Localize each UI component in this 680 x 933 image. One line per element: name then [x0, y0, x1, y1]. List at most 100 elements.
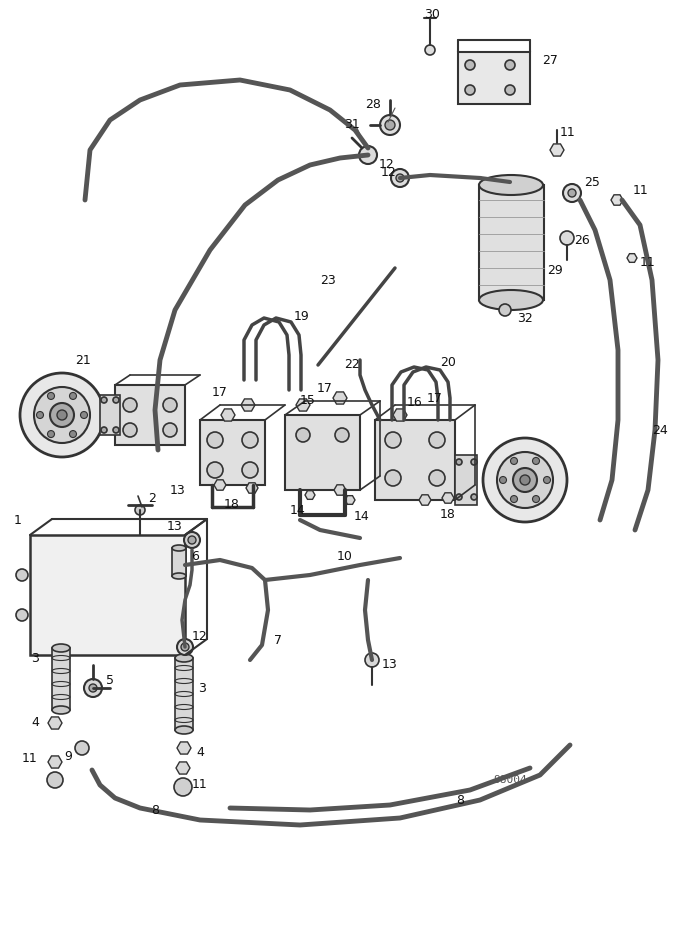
- Circle shape: [532, 457, 539, 465]
- Circle shape: [520, 475, 530, 485]
- Circle shape: [500, 477, 507, 483]
- Text: 3: 3: [198, 681, 206, 694]
- Circle shape: [242, 462, 258, 478]
- Circle shape: [89, 684, 97, 692]
- Text: 3: 3: [31, 651, 39, 664]
- Ellipse shape: [479, 175, 543, 195]
- Text: 31: 31: [344, 118, 360, 132]
- Circle shape: [207, 462, 223, 478]
- Text: 17: 17: [317, 382, 333, 395]
- Circle shape: [113, 427, 119, 433]
- Circle shape: [568, 189, 576, 197]
- Circle shape: [543, 477, 551, 483]
- Bar: [52, 648, 70, 710]
- Circle shape: [123, 423, 137, 437]
- Circle shape: [359, 146, 377, 164]
- Bar: [455, 455, 477, 505]
- Text: 8: 8: [151, 803, 159, 816]
- Circle shape: [101, 397, 107, 403]
- Bar: [172, 548, 186, 576]
- Circle shape: [465, 60, 475, 70]
- Circle shape: [385, 432, 401, 448]
- Circle shape: [513, 468, 537, 492]
- Text: 17: 17: [212, 386, 228, 399]
- Circle shape: [16, 609, 28, 621]
- Text: 6: 6: [191, 550, 199, 563]
- Text: 12: 12: [379, 159, 395, 172]
- Text: 28: 28: [365, 99, 381, 112]
- Text: 15: 15: [300, 394, 316, 407]
- Text: 22: 22: [344, 358, 360, 371]
- Circle shape: [48, 430, 54, 438]
- Text: 4: 4: [31, 717, 39, 730]
- Ellipse shape: [175, 726, 193, 734]
- Text: 21: 21: [75, 354, 91, 367]
- Circle shape: [532, 495, 539, 503]
- Bar: [100, 395, 120, 435]
- Bar: [115, 385, 185, 445]
- Circle shape: [69, 430, 76, 438]
- Text: 20: 20: [440, 355, 456, 369]
- Circle shape: [365, 653, 379, 667]
- Circle shape: [425, 45, 435, 55]
- Bar: [30, 535, 185, 655]
- Circle shape: [113, 397, 119, 403]
- Text: 2: 2: [148, 492, 156, 505]
- Circle shape: [429, 432, 445, 448]
- Circle shape: [84, 679, 102, 697]
- Circle shape: [511, 457, 517, 465]
- Text: 18: 18: [440, 508, 456, 521]
- Text: 19: 19: [294, 310, 310, 323]
- Circle shape: [163, 423, 177, 437]
- Text: 23: 23: [320, 273, 336, 286]
- Circle shape: [391, 169, 409, 187]
- Circle shape: [456, 459, 462, 465]
- Text: 11: 11: [640, 256, 656, 269]
- Circle shape: [207, 432, 223, 448]
- Text: 1: 1: [14, 513, 22, 526]
- Text: 13: 13: [167, 520, 183, 533]
- Circle shape: [560, 231, 574, 245]
- Text: 18: 18: [224, 498, 240, 511]
- Text: 5: 5: [106, 674, 114, 687]
- Text: 29: 29: [547, 263, 563, 276]
- Circle shape: [69, 393, 76, 399]
- Circle shape: [123, 398, 137, 412]
- Circle shape: [135, 505, 145, 515]
- Bar: [175, 658, 193, 730]
- Circle shape: [50, 403, 74, 427]
- Circle shape: [16, 569, 28, 581]
- Text: 12: 12: [192, 631, 208, 644]
- Circle shape: [396, 174, 404, 182]
- Circle shape: [563, 184, 581, 202]
- Text: 98004: 98004: [493, 775, 527, 785]
- Text: 13: 13: [170, 483, 186, 496]
- Circle shape: [57, 410, 67, 420]
- Circle shape: [20, 373, 104, 457]
- Circle shape: [48, 393, 54, 399]
- Bar: [479, 185, 544, 300]
- Circle shape: [34, 387, 90, 443]
- Text: 12: 12: [381, 165, 397, 178]
- Text: 11: 11: [192, 778, 208, 791]
- Text: 7: 7: [274, 634, 282, 647]
- Text: 26: 26: [574, 233, 590, 246]
- Circle shape: [429, 470, 445, 486]
- Circle shape: [181, 643, 189, 651]
- Circle shape: [471, 459, 477, 465]
- Circle shape: [471, 494, 477, 500]
- Bar: [458, 52, 530, 104]
- Circle shape: [511, 495, 517, 503]
- Ellipse shape: [172, 545, 186, 551]
- Circle shape: [177, 639, 193, 655]
- Circle shape: [456, 494, 462, 500]
- Ellipse shape: [172, 573, 186, 579]
- Text: 16: 16: [407, 397, 423, 410]
- Circle shape: [242, 432, 258, 448]
- Circle shape: [174, 778, 192, 796]
- Text: 14: 14: [354, 509, 370, 522]
- Circle shape: [37, 411, 44, 419]
- Circle shape: [80, 411, 88, 419]
- Circle shape: [385, 470, 401, 486]
- Circle shape: [184, 532, 200, 548]
